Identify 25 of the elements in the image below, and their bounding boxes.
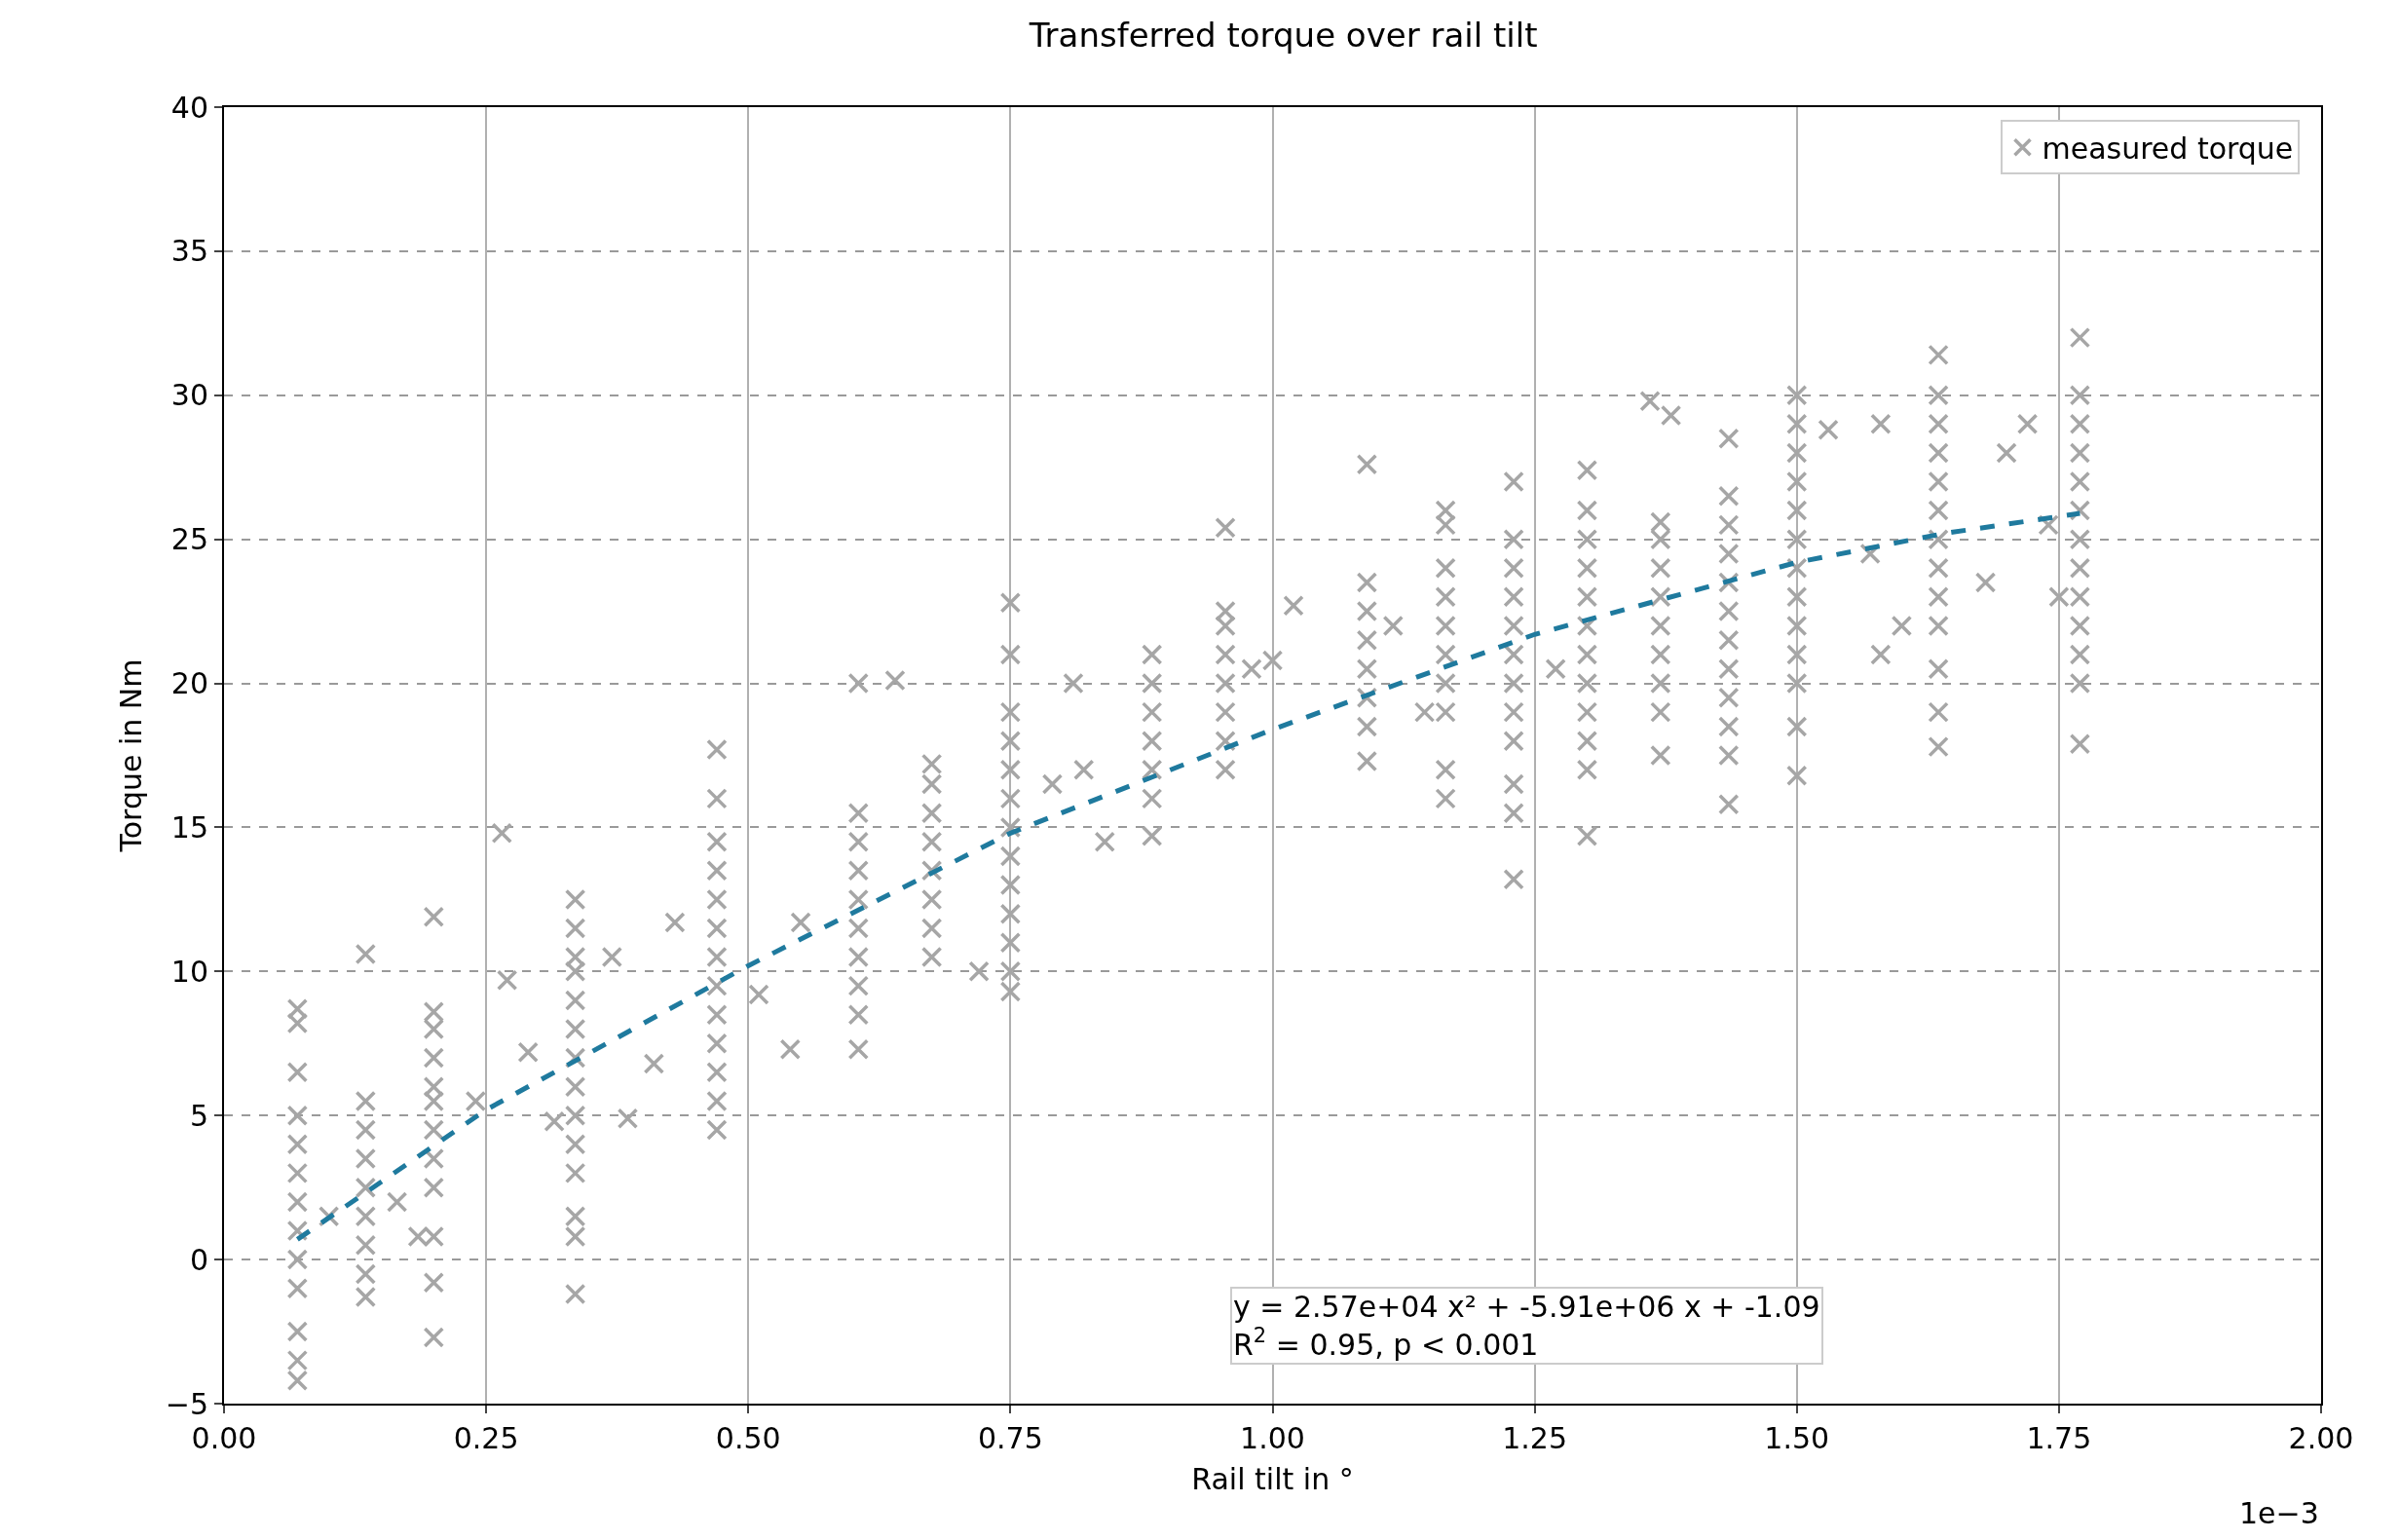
y-tick-label: 5 <box>189 1098 208 1133</box>
x-tick-label: 1.25 <box>1502 1421 1568 1455</box>
x-tick-label: 0.00 <box>191 1421 257 1455</box>
legend-label: measured torque <box>2042 131 2294 167</box>
text: 1e−3 <box>2239 1496 2319 1530</box>
annotation: y = 2.57e+04 x² + -5.91e+06 x + -1.09 R$^{2}$ = 0.95, p < 0.001 <box>1233 1290 1820 1362</box>
x-tick-label: 1.75 <box>2026 1421 2092 1455</box>
y-tick-label: 30 <box>170 378 208 413</box>
x-tick-label: 2.00 <box>2288 1421 2354 1455</box>
y-tick-label: −5 <box>165 1386 208 1421</box>
y-tick-label: 15 <box>170 809 208 845</box>
x-tick-label: 1.50 <box>1764 1421 1830 1455</box>
x-tick-label: 1.00 <box>1240 1421 1305 1455</box>
y-axis-title: Torque in Nm <box>114 658 149 853</box>
y-tick-label: 0 <box>189 1242 208 1277</box>
y-tick-label: 10 <box>170 954 208 989</box>
chart-title: Transferred torque over rail tilt <box>1028 15 1538 55</box>
x-tick-label: 0.25 <box>453 1421 519 1455</box>
y-tick-label: 40 <box>170 90 208 125</box>
x-axis-title: Rail tilt in ° <box>1191 1462 1354 1496</box>
x-tick-label: 0.50 <box>715 1421 781 1455</box>
y-tick-label: 20 <box>170 666 208 701</box>
y-tick-label: 25 <box>170 522 208 557</box>
y-tick-label: 35 <box>170 234 208 269</box>
x-tick-label: 0.75 <box>977 1421 1043 1455</box>
